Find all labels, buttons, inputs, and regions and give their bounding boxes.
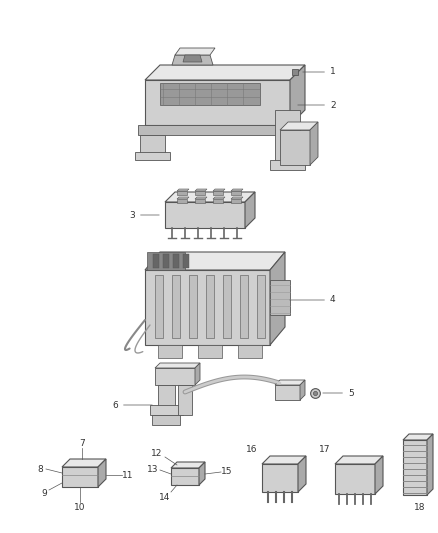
Text: 1: 1	[303, 68, 336, 77]
Text: 5: 5	[323, 389, 354, 398]
Polygon shape	[270, 252, 285, 345]
Polygon shape	[262, 464, 298, 492]
Text: 12: 12	[151, 448, 162, 457]
Polygon shape	[145, 270, 270, 345]
Polygon shape	[189, 275, 197, 338]
Polygon shape	[183, 55, 202, 62]
Polygon shape	[173, 254, 179, 268]
Polygon shape	[177, 191, 187, 195]
Polygon shape	[310, 122, 318, 165]
Polygon shape	[153, 254, 159, 268]
Text: 6: 6	[112, 400, 152, 409]
Polygon shape	[183, 254, 189, 268]
Polygon shape	[427, 434, 433, 495]
Polygon shape	[150, 405, 183, 415]
Polygon shape	[177, 197, 189, 199]
Polygon shape	[198, 345, 222, 358]
Polygon shape	[290, 65, 305, 125]
Text: 13: 13	[147, 465, 159, 474]
Polygon shape	[195, 191, 205, 195]
Polygon shape	[231, 197, 243, 199]
Polygon shape	[62, 467, 98, 487]
Polygon shape	[213, 191, 223, 195]
Polygon shape	[206, 275, 214, 338]
Polygon shape	[138, 125, 295, 135]
Polygon shape	[160, 83, 260, 105]
Polygon shape	[257, 275, 265, 338]
Polygon shape	[145, 252, 285, 270]
Text: 2: 2	[298, 101, 336, 109]
Polygon shape	[195, 363, 200, 385]
Polygon shape	[280, 130, 310, 165]
Polygon shape	[178, 385, 192, 415]
Polygon shape	[231, 199, 241, 203]
Polygon shape	[231, 191, 241, 195]
Text: 14: 14	[159, 492, 171, 502]
Polygon shape	[275, 385, 300, 400]
Polygon shape	[62, 459, 106, 467]
Polygon shape	[223, 275, 231, 338]
Text: 4: 4	[290, 295, 336, 304]
Polygon shape	[280, 122, 318, 130]
Polygon shape	[165, 202, 245, 228]
Polygon shape	[177, 199, 187, 203]
Polygon shape	[300, 380, 305, 400]
Polygon shape	[145, 80, 290, 125]
Polygon shape	[98, 459, 106, 487]
Polygon shape	[238, 345, 262, 358]
Polygon shape	[335, 464, 375, 494]
Polygon shape	[155, 275, 163, 338]
Polygon shape	[147, 252, 185, 270]
Polygon shape	[262, 456, 306, 464]
Polygon shape	[165, 192, 255, 202]
Polygon shape	[195, 189, 207, 191]
Polygon shape	[275, 380, 305, 385]
Polygon shape	[298, 456, 306, 492]
Text: 3: 3	[129, 211, 159, 220]
Polygon shape	[403, 434, 433, 440]
Polygon shape	[335, 456, 383, 464]
Polygon shape	[231, 189, 243, 191]
Polygon shape	[213, 199, 223, 203]
Text: 16: 16	[246, 446, 258, 455]
Polygon shape	[152, 415, 180, 425]
Text: 18: 18	[414, 504, 426, 513]
Polygon shape	[155, 363, 200, 368]
Polygon shape	[375, 456, 383, 494]
Polygon shape	[140, 135, 165, 155]
Polygon shape	[171, 462, 205, 468]
Polygon shape	[158, 345, 182, 358]
Polygon shape	[175, 48, 215, 55]
Polygon shape	[240, 275, 248, 338]
Polygon shape	[172, 275, 180, 338]
Polygon shape	[135, 152, 170, 160]
Polygon shape	[163, 254, 169, 268]
Polygon shape	[195, 197, 207, 199]
Polygon shape	[270, 160, 305, 170]
Text: 7: 7	[79, 439, 85, 448]
Polygon shape	[177, 189, 189, 191]
Polygon shape	[172, 55, 213, 65]
Polygon shape	[213, 197, 225, 199]
Polygon shape	[403, 440, 427, 495]
Polygon shape	[171, 468, 199, 485]
Polygon shape	[199, 462, 205, 485]
Text: 9: 9	[41, 489, 47, 497]
Polygon shape	[245, 192, 255, 228]
Text: 11: 11	[122, 471, 134, 480]
Polygon shape	[275, 110, 300, 165]
Polygon shape	[145, 65, 305, 80]
Polygon shape	[158, 385, 175, 410]
Polygon shape	[270, 280, 290, 315]
Polygon shape	[213, 189, 225, 191]
Polygon shape	[155, 368, 195, 385]
Text: 15: 15	[221, 467, 233, 477]
Polygon shape	[195, 199, 205, 203]
Text: 17: 17	[319, 446, 331, 455]
Text: 10: 10	[74, 503, 86, 512]
Text: 8: 8	[37, 464, 43, 473]
